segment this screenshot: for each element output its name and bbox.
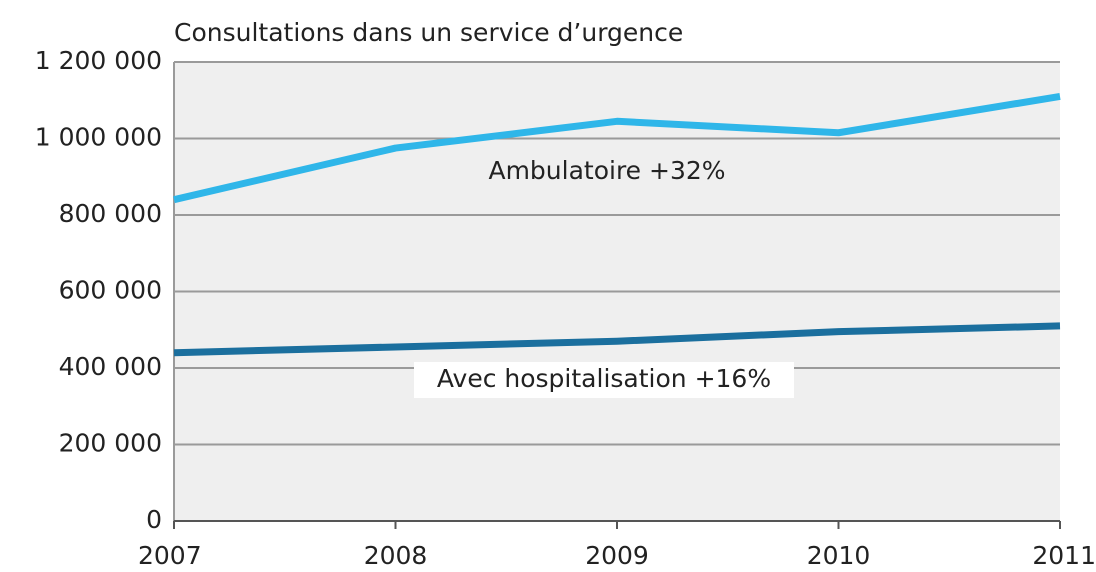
x-tick-label: 2007 xyxy=(138,541,202,570)
chart-title: Consultations dans un service d’urgence xyxy=(174,18,683,47)
series-label: Ambulatoire +32% xyxy=(488,156,725,185)
y-tick-label: 0 xyxy=(146,505,162,534)
x-tick-label: 2009 xyxy=(585,541,649,570)
y-tick-label: 200 000 xyxy=(59,429,162,458)
x-tick-label: 2010 xyxy=(807,541,871,570)
series-line xyxy=(173,92,1061,204)
series-line xyxy=(173,322,1061,357)
y-tick-label: 800 000 xyxy=(59,199,162,228)
y-tick-label: 1 000 000 xyxy=(35,123,162,152)
y-tick-label: 600 000 xyxy=(59,276,162,305)
y-tick-label: 1 200 000 xyxy=(35,46,162,75)
x-tick-label: 2008 xyxy=(364,541,428,570)
y-tick-label: 400 000 xyxy=(59,352,162,381)
x-tick-label: 2011 xyxy=(1032,541,1096,570)
label-background xyxy=(414,362,794,398)
series-label: Avec hospitalisation +16% xyxy=(437,364,771,393)
